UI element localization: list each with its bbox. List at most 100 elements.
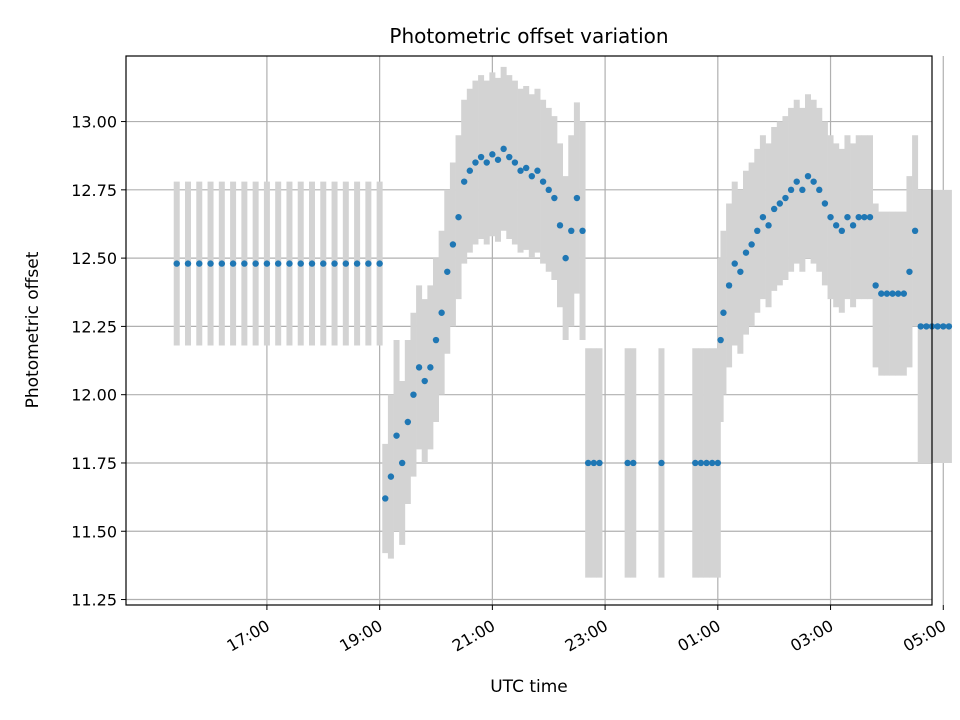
- data-point: [917, 323, 924, 330]
- data-point: [844, 213, 851, 221]
- data-point: [472, 159, 479, 166]
- data-point: [697, 459, 705, 467]
- data-point: [331, 260, 338, 267]
- data-point: [754, 227, 761, 235]
- data-point: [489, 151, 496, 158]
- data-point: [703, 459, 710, 467]
- data-point: [421, 377, 428, 385]
- data-point: [630, 459, 637, 467]
- data-point: [725, 282, 733, 289]
- data-point: [776, 200, 784, 207]
- data-point: [878, 290, 885, 297]
- data-point: [737, 268, 744, 275]
- data-point: [376, 260, 383, 267]
- data-point: [432, 336, 440, 344]
- data-point: [196, 260, 203, 267]
- data-point: [579, 227, 586, 235]
- data-point: [320, 260, 327, 267]
- data-point: [872, 282, 879, 289]
- data-point: [500, 145, 507, 153]
- data-point: [528, 172, 536, 180]
- data-point: [889, 290, 896, 297]
- data-point: [861, 213, 868, 221]
- data-point: [770, 205, 778, 213]
- data-point: [816, 186, 823, 194]
- data-point: [229, 260, 237, 267]
- data-point: [894, 290, 902, 297]
- data-point: [717, 336, 724, 344]
- data-point: [940, 323, 947, 330]
- data-point: [720, 309, 727, 316]
- data-point: [263, 260, 271, 267]
- data-point: [415, 364, 423, 371]
- data-point: [658, 459, 665, 467]
- data-point: [252, 260, 259, 267]
- data-point: [517, 167, 524, 174]
- y-tick-label: 13.00: [71, 113, 117, 132]
- data-point: [398, 459, 406, 467]
- data-point: [455, 213, 462, 221]
- data-point: [207, 260, 214, 267]
- data-point: [274, 260, 282, 267]
- data-point: [624, 459, 631, 467]
- data-point: [590, 459, 598, 467]
- data-point: [849, 222, 857, 229]
- data-point: [393, 432, 400, 439]
- data-point: [584, 459, 592, 467]
- data-point: [799, 186, 806, 194]
- data-point: [342, 260, 350, 267]
- data-point: [832, 222, 840, 229]
- data-point: [410, 391, 417, 398]
- data-point: [353, 260, 361, 267]
- data-point: [911, 227, 919, 235]
- data-point: [765, 222, 772, 229]
- data-point: [759, 213, 767, 221]
- data-point: [551, 194, 558, 202]
- data-point: [506, 153, 513, 161]
- data-point: [708, 459, 716, 467]
- data-point: [883, 290, 891, 297]
- data-point: [286, 260, 293, 267]
- data-point: [855, 213, 862, 221]
- data-point: [787, 186, 795, 194]
- data-point: [365, 260, 372, 267]
- data-point: [945, 323, 953, 330]
- data-point: [404, 418, 412, 426]
- data-point: [382, 495, 389, 502]
- data-point: [906, 268, 913, 275]
- data-point: [804, 172, 812, 180]
- data-point: [477, 153, 485, 161]
- data-point: [782, 194, 789, 202]
- y-tick-label: 12.75: [71, 181, 117, 200]
- data-point: [387, 473, 395, 480]
- chart-title: Photometric offset variation: [389, 24, 668, 48]
- data-point: [460, 178, 468, 185]
- data-point: [821, 200, 829, 207]
- data-point: [534, 167, 541, 174]
- data-point: [438, 309, 445, 316]
- y-tick-label: 12.50: [71, 249, 117, 268]
- y-tick-label: 11.25: [71, 591, 117, 610]
- data-point: [827, 213, 834, 221]
- data-point: [562, 254, 569, 262]
- data-point: [573, 194, 581, 202]
- data-point: [793, 178, 800, 185]
- data-point: [742, 249, 750, 256]
- data-point: [714, 459, 722, 467]
- data-point: [511, 159, 519, 166]
- data-point: [218, 260, 226, 267]
- data-point: [556, 222, 564, 229]
- data-point: [522, 164, 530, 172]
- data-point: [173, 260, 180, 267]
- y-tick-label: 12.25: [71, 317, 117, 336]
- data-point: [900, 290, 908, 297]
- y-tick-label: 12.00: [71, 386, 117, 405]
- data-point: [427, 364, 434, 371]
- y-tick-label: 11.75: [71, 454, 117, 473]
- data-point: [838, 227, 846, 235]
- data-point: [731, 260, 738, 267]
- y-tick-label: 11.50: [71, 522, 117, 541]
- data-point: [934, 323, 941, 330]
- data-point: [483, 159, 490, 166]
